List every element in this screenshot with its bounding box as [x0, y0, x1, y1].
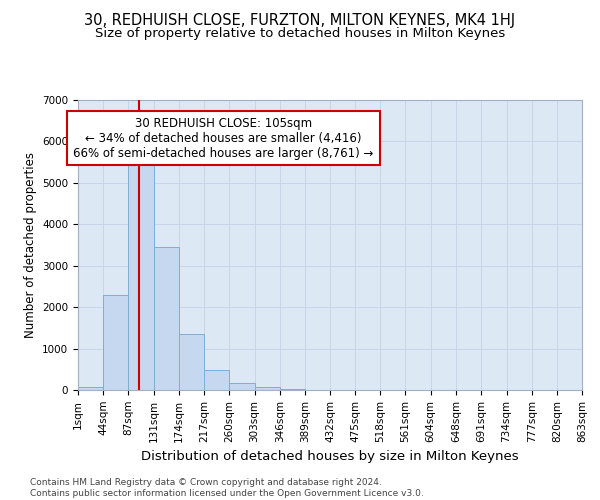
Text: Size of property relative to detached houses in Milton Keynes: Size of property relative to detached ho…: [95, 28, 505, 40]
Text: 30 REDHUISH CLOSE: 105sqm
← 34% of detached houses are smaller (4,416)
66% of se: 30 REDHUISH CLOSE: 105sqm ← 34% of detac…: [73, 116, 374, 160]
Y-axis label: Number of detached properties: Number of detached properties: [23, 152, 37, 338]
Text: 30, REDHUISH CLOSE, FURZTON, MILTON KEYNES, MK4 1HJ: 30, REDHUISH CLOSE, FURZTON, MILTON KEYN…: [85, 12, 515, 28]
Bar: [154, 247, 179, 390]
Bar: [280, 389, 305, 390]
Bar: [128, 164, 154, 390]
Bar: [254, 386, 280, 390]
Bar: [204, 370, 229, 390]
Bar: [229, 383, 254, 390]
X-axis label: Distribution of detached houses by size in Milton Keynes: Distribution of detached houses by size …: [141, 450, 519, 463]
Bar: [78, 386, 103, 390]
Text: Contains HM Land Registry data © Crown copyright and database right 2024.
Contai: Contains HM Land Registry data © Crown c…: [30, 478, 424, 498]
Bar: [103, 294, 128, 390]
Bar: [179, 334, 204, 390]
